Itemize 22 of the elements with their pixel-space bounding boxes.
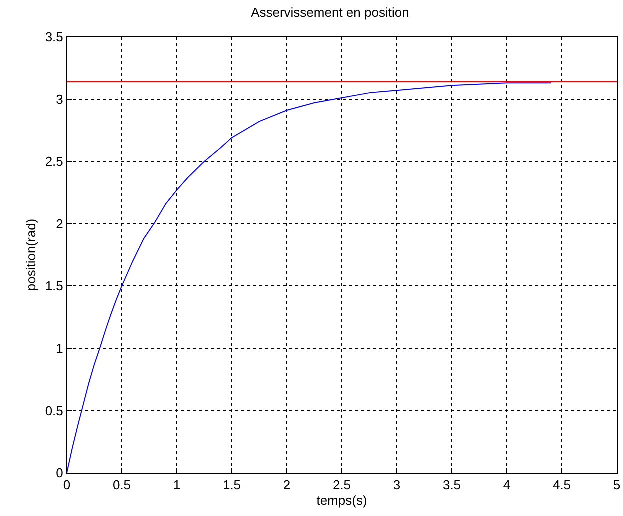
chart-title: Asservissement en position [251, 4, 410, 20]
y-axis-title: position(rad) [23, 218, 38, 292]
x-tick-label: 1.5 [222, 478, 242, 493]
y-tick-label: 3.5 [45, 30, 64, 45]
y-tick-label: 2.5 [45, 154, 64, 170]
y-tick-label: 1.5 [45, 278, 64, 294]
x-tick-label: 4 [503, 478, 511, 493]
x-axis-title: temps(s) [316, 493, 368, 508]
y-tick-label: 0 [56, 466, 64, 481]
x-tick-label: 3 [393, 478, 401, 493]
x-tick-label: 0.5 [112, 478, 132, 493]
y-tick-label: 1 [56, 340, 64, 356]
x-tick-label: 4.5 [552, 478, 572, 493]
x-tick-label: 5 [613, 478, 621, 493]
x-tick-label: 3.5 [442, 478, 462, 493]
y-tick-label: 3 [56, 92, 64, 107]
x-tick-label: 2.5 [332, 478, 352, 493]
line-series [67, 82, 552, 473]
y-tick-label: 0.5 [45, 403, 64, 418]
y-tick-label: 2 [56, 216, 64, 232]
x-tick-label: 1 [173, 478, 181, 493]
x-tick-label: 2 [283, 478, 291, 493]
